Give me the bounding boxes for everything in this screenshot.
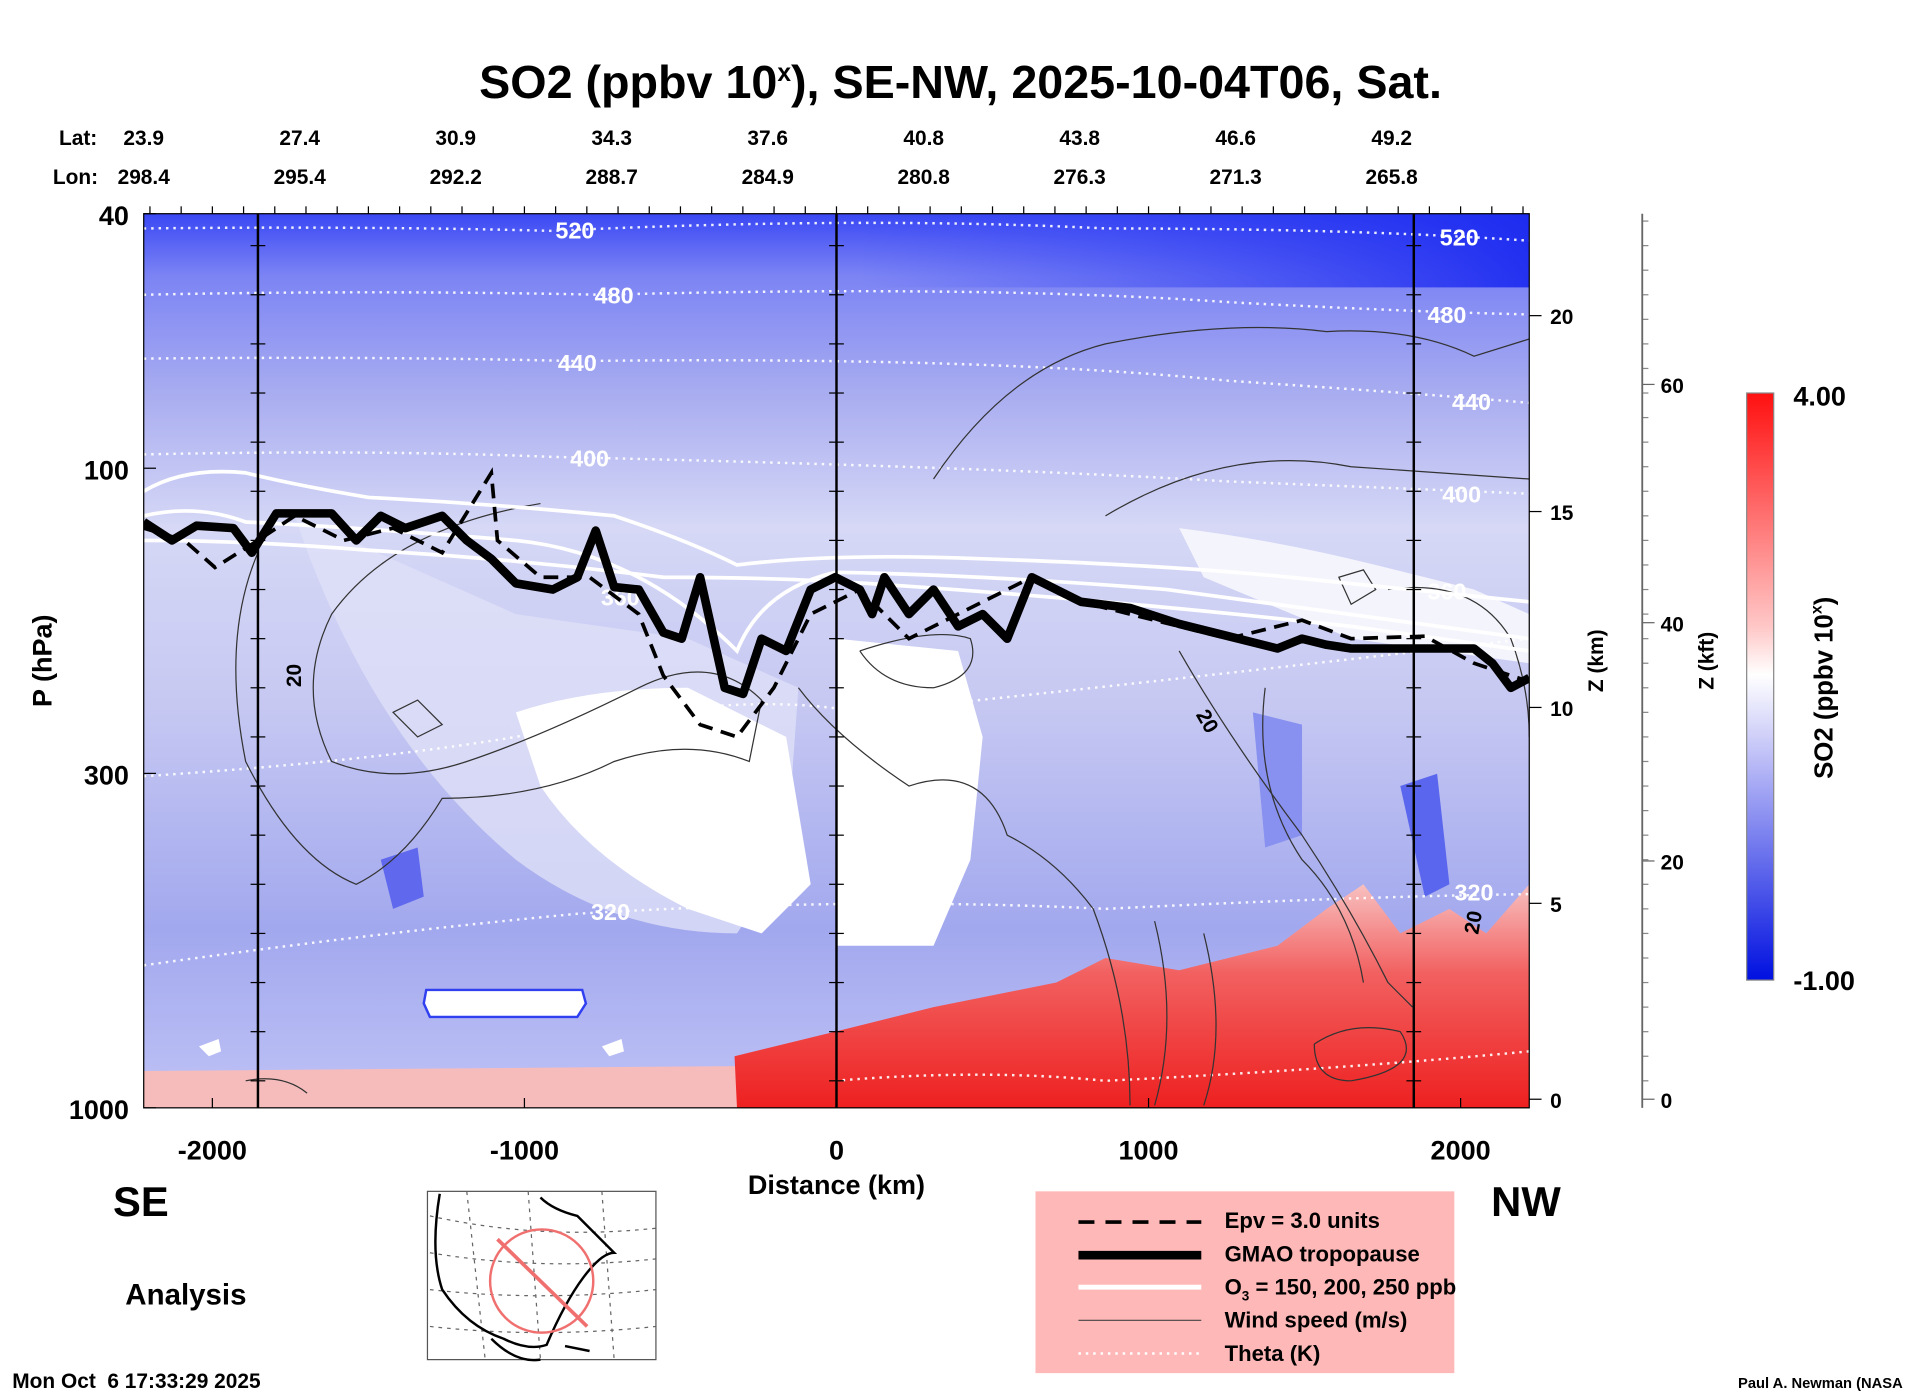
- legend-epv: Epv = 3.0 units: [1225, 1208, 1380, 1233]
- z-kft-label: Z (kft): [1696, 632, 1719, 690]
- credit: Paul A. Newman (NASA: [1738, 1376, 1903, 1392]
- lon-value: 292.2: [430, 166, 482, 189]
- x-tick-label: -2000: [178, 1135, 247, 1165]
- lon-value: 298.4: [118, 166, 171, 189]
- colorbar: [1746, 392, 1775, 981]
- legend-wind-speed: Wind speed (m/s): [1225, 1308, 1408, 1333]
- analysis-label: Analysis: [125, 1278, 246, 1311]
- lon-value: 271.3: [1210, 166, 1262, 189]
- lat-value: 27.4: [279, 127, 320, 150]
- wind-label: 20: [283, 664, 306, 687]
- tropopause-line: [143, 509, 1530, 699]
- theta-label: 320: [591, 899, 630, 925]
- wind-speed-contours: [235, 326, 1530, 1106]
- lat-value: 43.8: [1059, 127, 1100, 150]
- lat-lon-row: 23.9 298.4 27.4 295.4 30.9 292.2 34.3 288.7 37.6…: [118, 127, 1418, 189]
- legend: Epv = 3.0 units GMAO tropopause O3 = 150…: [1035, 1191, 1457, 1374]
- lat-value: 23.9: [123, 127, 164, 150]
- z-kft-tick-label: 40: [1661, 613, 1684, 636]
- y-tick-label: 1000: [69, 1095, 129, 1125]
- theta-label: 440: [558, 350, 597, 376]
- axis-ticks: -2000 -1000 0 1000 2000 40 100 300 1000 0 5 10 15 20 0…: [69, 201, 1684, 1166]
- timestamp: Mon Oct 6 17:33:29 2025: [12, 1370, 261, 1393]
- wind-label: 20: [1460, 909, 1487, 936]
- colorbar-min-label: -1.00: [1793, 966, 1855, 996]
- x-axis-label: Distance (km): [748, 1170, 925, 1200]
- theta-contours: [143, 221, 1530, 1083]
- theta-label: 520: [555, 217, 594, 243]
- lon-value: 288.7: [586, 166, 638, 189]
- z-km-tick-label: 15: [1550, 502, 1574, 525]
- x-tick-label: 2000: [1431, 1135, 1491, 1165]
- theta-label: 480: [1427, 302, 1466, 328]
- section-markers: [256, 213, 1416, 1108]
- y-axis-label: P (hPa): [28, 614, 58, 707]
- legend-ozone: O3 = 150, 200, 250 ppb: [1225, 1275, 1457, 1304]
- lon-value: 295.4: [274, 166, 327, 189]
- lat-value: 40.8: [903, 127, 944, 150]
- lon-value: 265.8: [1366, 166, 1418, 189]
- lat-label: Lat:: [59, 127, 97, 150]
- y-tick-label: 300: [84, 760, 129, 790]
- location-map-inset: [426, 1190, 657, 1362]
- legend-tropopause: GMAO tropopause: [1225, 1241, 1420, 1266]
- lon-label: Lon:: [53, 166, 98, 189]
- lon-value: 284.9: [742, 166, 794, 189]
- z-km-label: Z (km): [1585, 629, 1608, 692]
- theta-label: 320: [1455, 879, 1494, 905]
- z-km-tick-label: 10: [1550, 698, 1573, 721]
- x-tick-label: -1000: [490, 1135, 559, 1165]
- lat-value: 34.3: [591, 127, 632, 150]
- lat-value: 37.6: [747, 127, 788, 150]
- lon-value: 280.8: [898, 166, 950, 189]
- chart-title: SO2 (ppbv 10x), SE-NW, 2025-10-04T06, Sa…: [479, 56, 1442, 108]
- z-kft-tick-label: 20: [1661, 852, 1684, 875]
- z-kft-tick-label: 60: [1661, 375, 1684, 398]
- nw-label: NW: [1491, 1178, 1561, 1225]
- colorbar-label: SO2 (ppbv 10x): [1809, 597, 1839, 779]
- se-label: SE: [113, 1178, 169, 1225]
- lat-value: 30.9: [435, 127, 476, 150]
- theta-label: 400: [570, 446, 609, 472]
- x-tick-label: 1000: [1118, 1135, 1178, 1165]
- lon-value: 276.3: [1054, 166, 1106, 189]
- legend-theta: Theta (K): [1225, 1341, 1321, 1366]
- lat-value: 49.2: [1371, 127, 1412, 150]
- z-km-tick-label: 0: [1550, 1090, 1562, 1113]
- theta-label: 440: [1452, 389, 1491, 415]
- z-km-tick-label: 5: [1550, 894, 1562, 917]
- theta-label: 400: [1442, 481, 1481, 507]
- y-tick-label: 100: [84, 455, 129, 485]
- z-km-tick-label: 20: [1550, 306, 1573, 329]
- y-tick-label: 40: [99, 201, 129, 231]
- lat-value: 46.6: [1215, 127, 1256, 150]
- x-tick-label: 0: [829, 1135, 844, 1165]
- colorbar-max-label: 4.00: [1793, 381, 1846, 411]
- theta-label: 520: [1440, 225, 1479, 251]
- z-kft-tick-label: 0: [1661, 1090, 1673, 1113]
- theta-label: 480: [595, 282, 634, 308]
